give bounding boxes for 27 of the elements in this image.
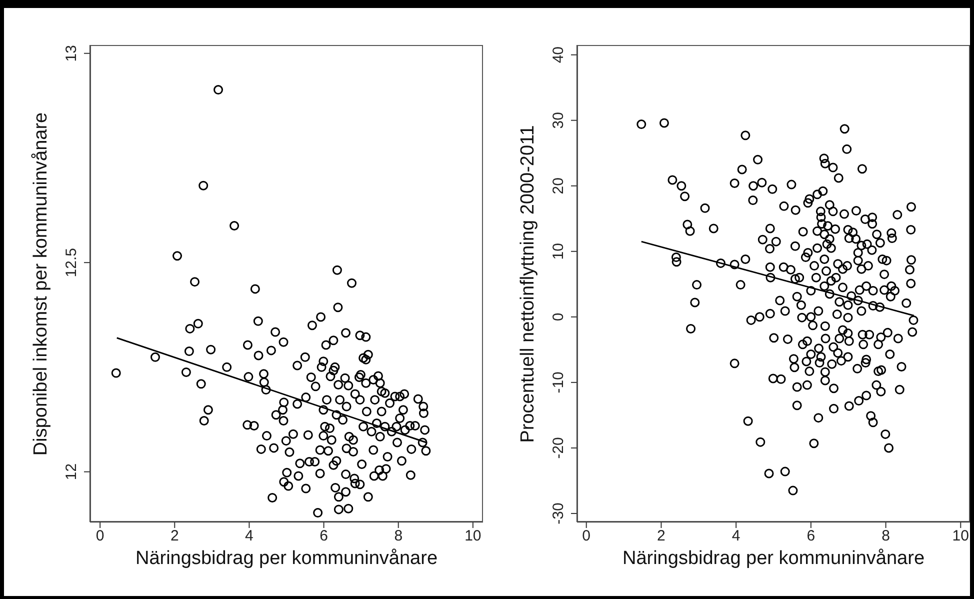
x-tick-label: 0 — [96, 528, 104, 545]
x-axis-title: Näringsbidrag per kommuninvånare — [134, 548, 439, 570]
y-tick-label: -30 — [550, 502, 567, 524]
x-tick-label: 4 — [732, 528, 740, 545]
y-axis-title: Disponibel inkomst per kommuninvånare — [30, 110, 52, 458]
y-tick-label: 40 — [550, 46, 567, 64]
y-tick-label: 20 — [550, 178, 567, 194]
y-axis-title: Procentuell nettoinflyttning 2000-2011 — [517, 124, 539, 444]
y-tick-label: 12 — [63, 463, 80, 480]
y-tick-label: 0 — [550, 312, 567, 322]
y-tick-label: 10 — [550, 243, 567, 260]
y-tick-label: 30 — [550, 112, 567, 129]
x-tick-label: 2 — [170, 528, 179, 545]
y-tick-label: 12.5 — [63, 248, 80, 278]
x-tick-label: 10 — [952, 528, 969, 545]
x-tick-label: 0 — [582, 528, 591, 545]
x-tick-label: 8 — [394, 528, 403, 545]
y-tick-label: -10 — [550, 372, 567, 394]
x-tick-label: 6 — [320, 528, 328, 545]
x-tick-label: 6 — [806, 528, 816, 545]
x-tick-label: 4 — [245, 528, 254, 545]
x-tick-label: 10 — [464, 528, 482, 545]
x-axis-title: Näringsbidrag per kommuninvånare — [621, 548, 926, 570]
y-tick-label: 13 — [63, 45, 80, 62]
x-tick-label: 8 — [882, 528, 890, 545]
y-tick-label: -20 — [550, 437, 567, 459]
x-tick-label: 2 — [657, 528, 666, 545]
